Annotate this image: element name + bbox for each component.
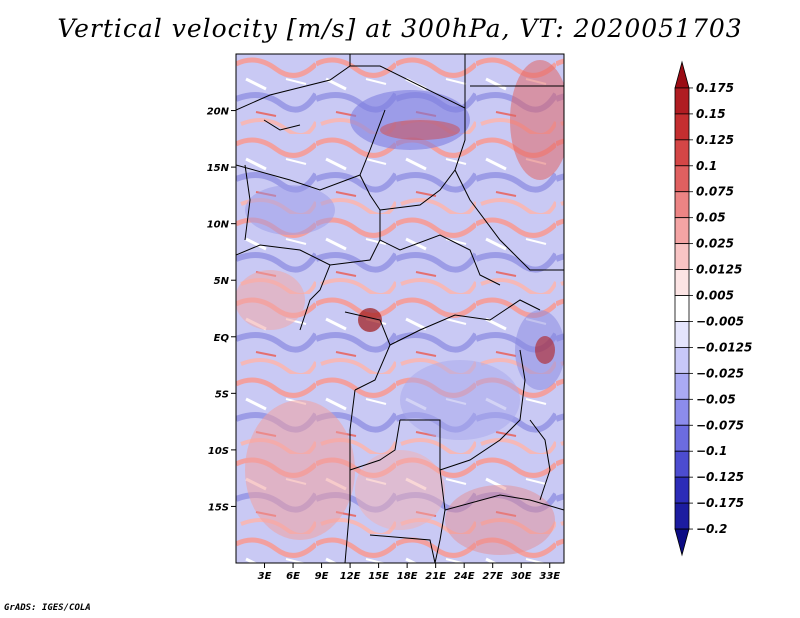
lat-label: 15S xyxy=(208,502,229,513)
colorbar-label: −0.1 xyxy=(696,444,727,458)
colorbar-swatch xyxy=(674,321,690,348)
lon-label: 6E xyxy=(286,571,300,582)
lat-label: EQ xyxy=(214,333,230,344)
colorbar-swatch xyxy=(674,347,690,374)
colorbar-swatch xyxy=(674,113,690,141)
colorbar-label: −0.2 xyxy=(696,522,727,536)
lon-label: 27E xyxy=(482,571,503,582)
country-borders xyxy=(236,54,564,563)
lon-label: 3E xyxy=(258,571,272,582)
lat-label: 5N xyxy=(214,276,230,287)
colorbar-label: 0.1 xyxy=(696,159,717,173)
latitude-axis: 20N 15N 10N 5N EQ 5S 10S 15S xyxy=(207,107,236,513)
lat-label: 10S xyxy=(208,446,229,457)
colorbar-label: 0.125 xyxy=(696,133,734,147)
lon-label: 18E xyxy=(397,571,418,582)
lon-label: 9E xyxy=(315,571,329,582)
lon-label: 15E xyxy=(368,571,389,582)
colorbar-label: 0.075 xyxy=(696,185,734,199)
lon-label: 33E xyxy=(539,571,560,582)
colorbar-label: 0.175 xyxy=(696,81,734,95)
map-title: Vertical velocity [m/s] at 300hPa, VT: 2… xyxy=(57,14,743,43)
colorbar-swatch xyxy=(674,165,690,193)
colorbar-label: −0.125 xyxy=(696,470,744,484)
colorbar-swatch xyxy=(674,217,690,245)
colorbar-label: 0.005 xyxy=(696,289,734,303)
colorbar-label: 0.15 xyxy=(696,107,726,121)
colorbar-swatch xyxy=(674,139,690,167)
colorbar: 0.175 0.15 0.125 0.1 0.075 0.05 0.025 0.0125 0.0… xyxy=(674,60,752,557)
map-frame xyxy=(235,53,565,564)
colorbar-label: −0.05 xyxy=(696,392,736,406)
colorbar-swatch xyxy=(674,450,690,478)
lon-label: 24E xyxy=(454,571,475,582)
colorbar-swatch xyxy=(674,476,690,504)
lon-label: 12E xyxy=(340,571,361,582)
longitude-axis: 3E 6E 9E 12E 15E 18E 21E 24E 27E 30E 33E xyxy=(258,563,560,582)
lat-label: 15N xyxy=(207,163,230,174)
colorbar-swatch xyxy=(674,87,690,115)
colorbar-swatch xyxy=(674,372,690,400)
colorbar-swatch xyxy=(674,424,690,452)
colorbar-swatch xyxy=(674,528,690,557)
colorbar-label: 0.05 xyxy=(696,211,726,225)
colorbar-swatch xyxy=(674,269,690,296)
colorbar-swatch xyxy=(674,191,690,219)
lat-label: 10N xyxy=(207,220,230,231)
colorbar-label: 0.025 xyxy=(696,237,734,251)
colorbar-label: −0.075 xyxy=(696,418,744,432)
colorbar-swatch xyxy=(674,60,690,89)
colorbar-swatch xyxy=(674,398,690,426)
lon-label: 30E xyxy=(511,571,532,582)
colorbar-swatch xyxy=(674,502,690,530)
lat-label: 20N xyxy=(207,107,230,118)
lon-label: 21E xyxy=(425,571,446,582)
colorbar-label: −0.0125 xyxy=(696,340,752,354)
colorbar-swatch xyxy=(674,243,690,270)
lat-label: 5S xyxy=(215,389,229,400)
colorbar-label: −0.005 xyxy=(696,314,744,328)
colorbar-label: 0.0125 xyxy=(696,263,742,277)
colorbar-swatch xyxy=(674,295,690,322)
colorbar-label: −0.175 xyxy=(696,496,744,510)
colorbar-label: −0.025 xyxy=(696,366,744,380)
velocity-field xyxy=(236,54,564,563)
grads-credit: GrADS: IGES/COLA xyxy=(4,603,91,613)
